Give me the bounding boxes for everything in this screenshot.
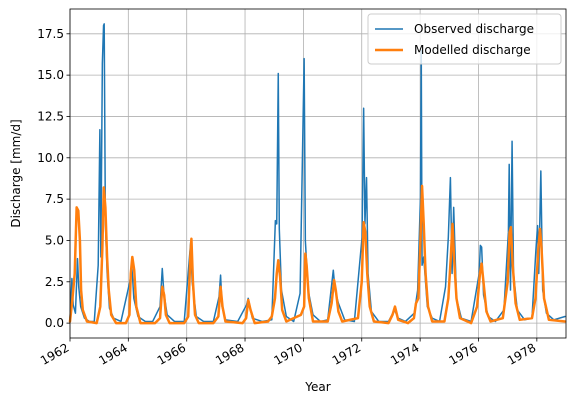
legend-box	[367, 13, 562, 65]
legend-label-observed: Observed discharge	[414, 22, 534, 36]
legend: Observed discharge Modelled discharge	[367, 13, 562, 65]
y-axis-label: Discharge [mm/d]	[9, 119, 23, 227]
y-tick-label: 15.0	[37, 68, 64, 82]
y-tick-label: 10.0	[37, 151, 64, 165]
y-tick-label: 0.0	[45, 316, 64, 330]
y-tick-label: 12.5	[37, 109, 64, 123]
y-axis: 0.0 2.5 5.0 7.5 10.0 12.5 15.0 17.5	[37, 27, 70, 330]
y-tick-label: 5.0	[45, 233, 64, 247]
modelled-discharge-line	[68, 184, 567, 325]
x-axis-label: Year	[304, 380, 330, 394]
y-tick-label: 2.5	[45, 275, 64, 289]
y-tick-label: 7.5	[45, 192, 64, 206]
plot-frame	[69, 8, 567, 339]
series-layer	[68, 23, 567, 325]
y-tick-label: 17.5	[37, 27, 64, 41]
legend-label-modelled: Modelled discharge	[414, 43, 531, 57]
